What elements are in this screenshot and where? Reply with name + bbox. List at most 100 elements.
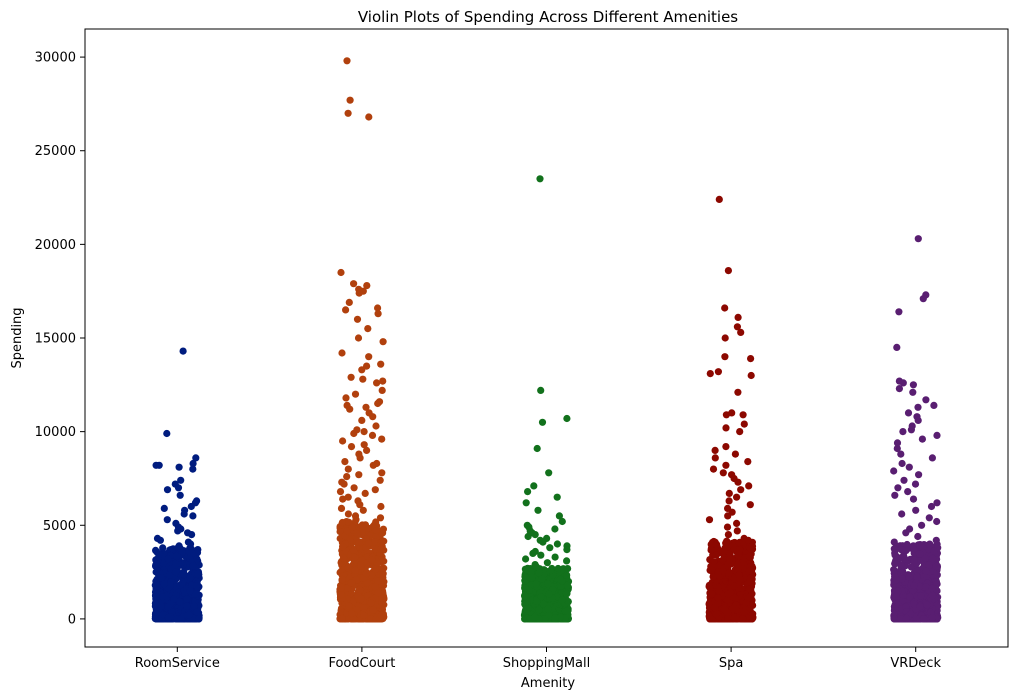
data-point [343, 57, 351, 65]
data-point [339, 495, 347, 503]
data-point-dense [735, 571, 743, 579]
y-tick-label: 0 [68, 612, 76, 627]
data-point [187, 540, 195, 548]
data-point [709, 465, 718, 473]
data-point-dense [929, 554, 937, 563]
data-point [553, 493, 561, 501]
data-point [362, 403, 370, 411]
data-point-dense [152, 592, 160, 601]
data-point [336, 488, 345, 496]
data-point-dense [180, 570, 188, 579]
data-point-dense [339, 543, 347, 551]
data-point-dense [528, 573, 536, 581]
data-point-dense [730, 582, 739, 590]
data-point-dense [928, 613, 936, 622]
data-point-dense [709, 573, 717, 581]
data-point [733, 493, 741, 501]
x-tick-label: VRDeck [890, 656, 941, 671]
y-tick-label: 15000 [35, 332, 76, 347]
data-point [899, 379, 907, 387]
data-point-dense [348, 609, 356, 618]
data-point-dense [523, 566, 531, 574]
data-point-dense [173, 552, 181, 560]
data-point-dense [928, 592, 936, 600]
data-point [740, 534, 748, 543]
data-point [914, 403, 922, 411]
data-point-dense [153, 608, 161, 617]
data-point [530, 482, 538, 490]
y-axis-label: Spending [10, 307, 25, 368]
data-point [347, 443, 356, 451]
data-point-dense [344, 564, 352, 572]
data-point-dense [922, 567, 930, 575]
data-point-dense [195, 615, 203, 623]
data-point [894, 484, 902, 492]
data-point [177, 476, 185, 484]
data-point-dense [341, 532, 349, 540]
data-point-dense [746, 585, 754, 593]
y-tick-label: 30000 [35, 51, 76, 66]
series-ShoppingMall [520, 175, 573, 623]
data-point [737, 486, 745, 494]
data-point [721, 334, 729, 342]
data-point [925, 514, 933, 522]
data-point [372, 422, 380, 430]
data-point [353, 315, 362, 323]
data-point-dense [535, 606, 543, 614]
data-point-dense [521, 592, 529, 600]
data-point [543, 559, 552, 567]
data-point-dense [349, 546, 358, 555]
data-point [902, 529, 910, 537]
x-tick-label: ShoppingMall [503, 656, 590, 671]
data-point [546, 544, 554, 552]
data-point [918, 435, 927, 443]
data-point-dense [531, 613, 539, 621]
data-point-dense [359, 522, 367, 531]
data-point [909, 495, 918, 503]
data-point [551, 553, 559, 561]
x-tick-label: FoodCourt [328, 656, 395, 671]
data-point-dense [356, 586, 364, 594]
data-point [374, 304, 382, 312]
data-point [339, 437, 347, 445]
data-point [706, 370, 714, 378]
data-point-dense [910, 545, 918, 554]
data-point [722, 424, 730, 432]
data-point-dense [898, 546, 906, 554]
data-point [897, 450, 905, 458]
data-point [739, 411, 747, 419]
data-point-dense [538, 575, 546, 583]
data-point-dense [892, 592, 900, 601]
data-point-dense [730, 604, 738, 612]
data-point-dense [746, 545, 755, 553]
data-point-dense [377, 611, 385, 620]
y-tick-label: 20000 [35, 238, 76, 253]
data-point [932, 536, 940, 544]
series-Spa [705, 195, 757, 623]
data-point-dense [545, 590, 553, 598]
plot-frame [84, 28, 1009, 648]
data-point [176, 491, 184, 499]
data-point-dense [193, 555, 201, 563]
data-point-dense [712, 551, 720, 559]
data-point-dense [339, 554, 348, 562]
data-point-dense [343, 527, 351, 535]
data-point [379, 338, 387, 346]
data-point [893, 439, 902, 447]
data-point [524, 488, 532, 496]
data-point-dense [193, 608, 201, 616]
data-point-dense [374, 589, 382, 597]
data-point [895, 385, 904, 393]
data-point [734, 388, 742, 396]
data-point-dense [360, 611, 368, 620]
data-point [740, 420, 748, 428]
data-point-dense [363, 579, 371, 587]
data-point [558, 517, 566, 526]
data-point [344, 510, 352, 518]
data-point [905, 463, 913, 471]
data-point [714, 368, 723, 376]
data-point [722, 411, 731, 419]
data-point [187, 502, 195, 511]
y-tick-label: 10000 [35, 425, 76, 440]
data-point [551, 525, 559, 533]
